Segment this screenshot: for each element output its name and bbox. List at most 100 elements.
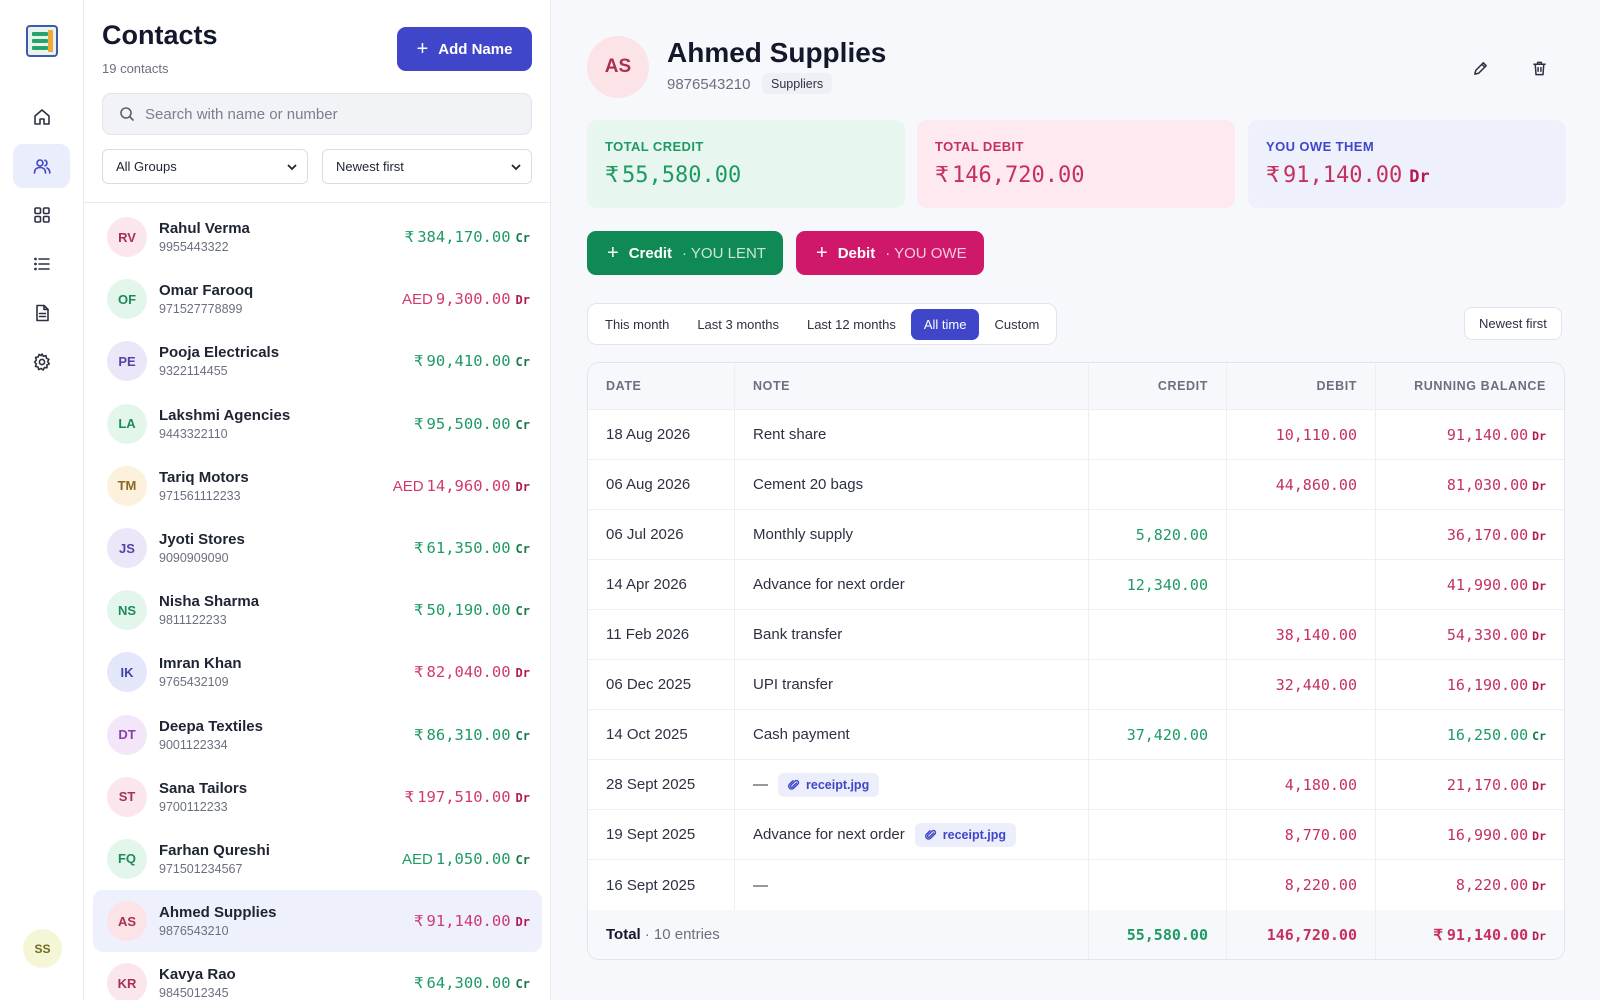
add-credit-button[interactable]: + Credit · YOU LENT bbox=[587, 231, 783, 275]
add-debit-button[interactable]: + Debit · YOU OWE bbox=[796, 231, 984, 275]
contact-item[interactable]: LA Lakshmi Agencies 9443322110 ₹95,500.00 Cr bbox=[93, 393, 542, 455]
contact-item[interactable]: NS Nisha Sharma 9811122233 ₹50,190.00 Cr bbox=[93, 579, 542, 641]
filter-chip[interactable]: Custom bbox=[994, 316, 1040, 332]
col-debit[interactable]: DEBIT bbox=[1227, 363, 1376, 409]
table-row[interactable]: 11 Feb 2026 Bank transfer 38,140.00 54,330.… bbox=[588, 610, 1564, 660]
contact-item-balance: ₹64,300.00 Cr bbox=[414, 974, 530, 992]
contact-detail: AS Ahmed Supplies 9876543210 Suppliers T… bbox=[551, 0, 1600, 1000]
filter-chip[interactable]: This month bbox=[605, 316, 670, 332]
balance-type-tag: Dr bbox=[1532, 678, 1546, 693]
filter-chip[interactable]: All time bbox=[910, 308, 980, 340]
row-date: 06 Jul 2026 bbox=[588, 510, 735, 559]
table-row[interactable]: 16 Sept 2025—8,220.00 8,220.00 Dr bbox=[588, 860, 1564, 910]
filter-chip[interactable]: Last 12 months bbox=[806, 316, 896, 332]
row-debit-value: 44,860.00 bbox=[1275, 475, 1357, 494]
balance-type-tag: Dr bbox=[515, 293, 530, 308]
contact-item[interactable]: JS Jyoti Stores 9090909090 ₹61,350.00 Cr bbox=[93, 517, 542, 579]
col-date[interactable]: DATE bbox=[588, 363, 735, 409]
contact-item[interactable]: TM Tariq Motors 971561112233 AED 14,960.00 Dr bbox=[93, 455, 542, 517]
table-row[interactable]: 14 Oct 2025 Cash payment 37,420.00 16,250.0… bbox=[588, 710, 1564, 760]
contact-item[interactable]: KR Kavya Rao 9845012345 ₹64,300.00 Cr bbox=[93, 952, 542, 1000]
group-filter-value: All Groups bbox=[116, 159, 177, 174]
contact-item[interactable]: AS Ahmed Supplies 9876543210 ₹91,140.00 Dr bbox=[93, 890, 542, 953]
total-debit-value: ₹ 146,720.00 bbox=[935, 162, 1085, 188]
contact-item-info: Deepa Textiles 9001122334 bbox=[159, 718, 414, 752]
contact-item[interactable]: DT Deepa Textiles 9001122334 ₹86,310.00 Cr bbox=[93, 704, 542, 766]
user-avatar[interactable]: SS bbox=[23, 929, 62, 968]
nav-home[interactable] bbox=[13, 95, 70, 139]
balance-card: YOU OWE THEM ₹ 91,140.00 Dr bbox=[1248, 120, 1566, 208]
edit-button[interactable] bbox=[1468, 56, 1492, 80]
contact-item-name: Farhan Qureshi bbox=[159, 841, 270, 859]
row-date: 14 Oct 2025 bbox=[588, 710, 735, 759]
contact-item[interactable]: IK Imran Khan 9765432109 ₹82,040.00 Dr bbox=[93, 641, 542, 703]
attachment-chip[interactable]: receipt.jpg bbox=[778, 772, 880, 797]
nav-users[interactable] bbox=[13, 144, 70, 188]
nav-document[interactable] bbox=[13, 291, 70, 335]
total-debit-label: TOTAL DEBIT bbox=[935, 139, 1024, 154]
balance-type-tag: Dr bbox=[515, 790, 530, 805]
nav-list[interactable] bbox=[13, 242, 70, 286]
contact-item-avatar: TM bbox=[107, 465, 147, 506]
nav-gear[interactable] bbox=[13, 340, 70, 384]
contacts-count: 19 contacts bbox=[102, 61, 169, 76]
row-note-text: Monthly supply bbox=[753, 526, 854, 543]
balance-amount: 16,190.00 bbox=[1446, 675, 1529, 694]
table-row[interactable]: 06 Jul 2026 Monthly supply 5,820.00 36,170.… bbox=[588, 510, 1564, 560]
add-name-button[interactable]: + Add Name bbox=[397, 27, 532, 71]
contact-item[interactable]: ST Sana Tailors 9700112233 ₹197,510.00 Dr bbox=[93, 766, 542, 828]
attachment-chip[interactable]: receipt.jpg bbox=[914, 822, 1016, 847]
contact-item-info: Nisha Sharma 9811122233 bbox=[159, 593, 414, 627]
contact-item[interactable]: RV Rahul Verma 9955443322 ₹384,170.00 Cr bbox=[93, 206, 542, 268]
row-note-text: Bank transfer bbox=[753, 626, 843, 643]
row-debit: 44,860.00 bbox=[1227, 460, 1376, 509]
table-row[interactable]: 06 Aug 2026 Cement 20 bags 44,860.00 81,030… bbox=[588, 460, 1564, 510]
col-credit[interactable]: CREDIT bbox=[1089, 363, 1227, 409]
filter-chip[interactable]: Last 3 months bbox=[697, 316, 779, 332]
balance-type-tag: Cr bbox=[515, 977, 530, 992]
row-credit-value: 12,340.00 bbox=[1126, 575, 1208, 594]
balance-type-tag: Cr bbox=[515, 417, 530, 432]
row-note: — receipt.jpg bbox=[735, 760, 1089, 809]
total-balance-cell: ₹ 91,140.00 Dr bbox=[1433, 925, 1546, 944]
contact-item-phone: 9811122233 bbox=[159, 613, 227, 628]
col-balance[interactable]: RUNNING BALANCE bbox=[1414, 379, 1546, 393]
row-credit bbox=[1089, 810, 1227, 859]
table-row[interactable]: 28 Sept 2025 — receipt.jpg 4,180.00 21,170.0… bbox=[588, 760, 1564, 810]
balance-amount: 21,170.00 bbox=[1446, 775, 1529, 794]
row-date: 28 Sept 2025 bbox=[588, 760, 735, 809]
delete-button[interactable] bbox=[1527, 56, 1551, 80]
sort-select[interactable]: Newest first bbox=[322, 149, 532, 184]
contact-item[interactable]: FQ Farhan Qureshi 971501234567 AED 1,050.00 C… bbox=[93, 828, 542, 890]
contacts-panel: Contacts 19 contacts + Add Name All Grou… bbox=[84, 0, 551, 1000]
contact-item[interactable]: OF Omar Farooq 971527778899 AED 9,300.00 Dr bbox=[93, 268, 542, 330]
balance-type-tag: Dr bbox=[1532, 428, 1546, 443]
balance-type-tag: Dr bbox=[515, 666, 530, 681]
row-date: 06 Aug 2026 bbox=[588, 460, 735, 509]
group-filter-select[interactable]: All Groups bbox=[102, 149, 308, 184]
row-credit bbox=[1089, 460, 1227, 509]
paperclip-icon bbox=[788, 779, 800, 790]
contact-item-info: Farhan Qureshi 971501234567 bbox=[159, 842, 402, 876]
contact-item-name: Kavya Rao bbox=[159, 966, 236, 984]
total-label-cell: Total · 10 entries bbox=[588, 910, 1089, 959]
chevron-down-icon bbox=[511, 163, 521, 170]
nav-grid[interactable] bbox=[13, 193, 70, 237]
currency-symbol: AED bbox=[392, 477, 424, 495]
row-balance: 36,170.00 Dr bbox=[1376, 510, 1564, 559]
table-row[interactable]: 14 Apr 2026 Advance for next order 12,340.… bbox=[588, 560, 1564, 610]
total-credit-label: TOTAL CREDIT bbox=[605, 139, 704, 154]
row-debit: 4,180.00 bbox=[1227, 760, 1376, 809]
table-row[interactable]: 06 Dec 2025 UPI transfer 32,440.00 16,190.0… bbox=[588, 660, 1564, 710]
row-credit bbox=[1089, 410, 1227, 459]
app-logo[interactable] bbox=[26, 25, 58, 57]
balance-type-tag: Cr bbox=[515, 728, 530, 743]
sort-button[interactable]: Newest first bbox=[1464, 307, 1562, 340]
sort-value: Newest first bbox=[336, 159, 404, 174]
col-note[interactable]: NOTE bbox=[735, 363, 1089, 409]
contact-item[interactable]: PE Pooja Electricals 9322114455 ₹90,410.00 C… bbox=[93, 330, 542, 392]
contact-item-phone: 9765432109 bbox=[159, 675, 229, 690]
search-input[interactable] bbox=[145, 105, 515, 123]
table-row[interactable]: 18 Aug 2026 Rent share 10,110.00 91,140.00 D… bbox=[588, 410, 1564, 460]
table-row[interactable]: 19 Sept 2025 Advance for next order receip… bbox=[588, 810, 1564, 860]
